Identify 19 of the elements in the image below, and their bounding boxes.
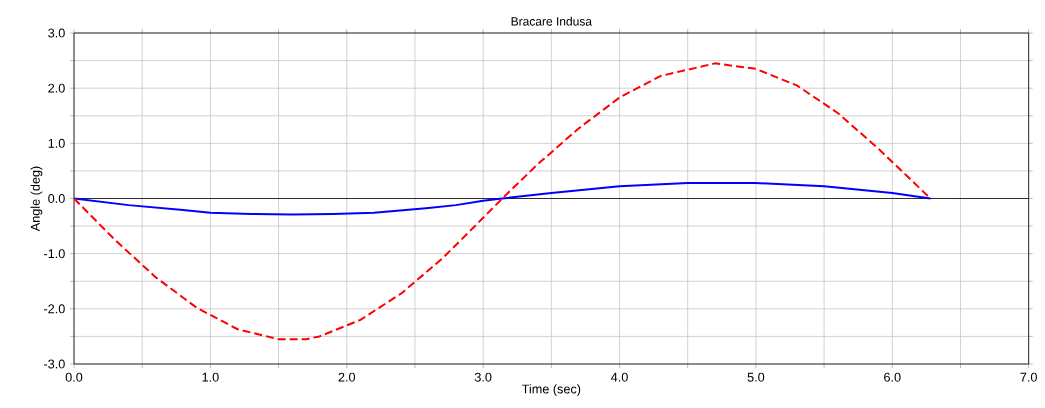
y-tick-label: -2.0 [44,304,65,314]
y-tick-label: 3.0 [48,28,65,38]
x-tick-label: 4.0 [611,372,628,382]
x-tick-label: 6.0 [884,372,901,382]
y-tick-label: 2.0 [48,83,65,93]
x-tick-label: 5.0 [747,372,765,382]
x-tick-label: 0.0 [65,372,83,382]
line-series [74,182,932,216]
x-axis-title: Time (sec) [521,384,581,396]
x-tick-label: 3.0 [474,372,492,382]
y-tick-label: 0.0 [48,194,65,203]
x-tick-label: 1.0 [202,372,219,382]
y-tick-label: -1.0 [44,249,65,259]
y-tick-label: 1.0 [48,138,65,148]
y-axis-title: Angle (deg) [30,166,43,232]
x-tick-label: 2.0 [338,372,356,382]
y-tick-label: -3.0 [44,359,65,369]
chart-title: Bracare Indusa [511,16,592,26]
x-tick-label: 7.0 [1020,372,1037,382]
